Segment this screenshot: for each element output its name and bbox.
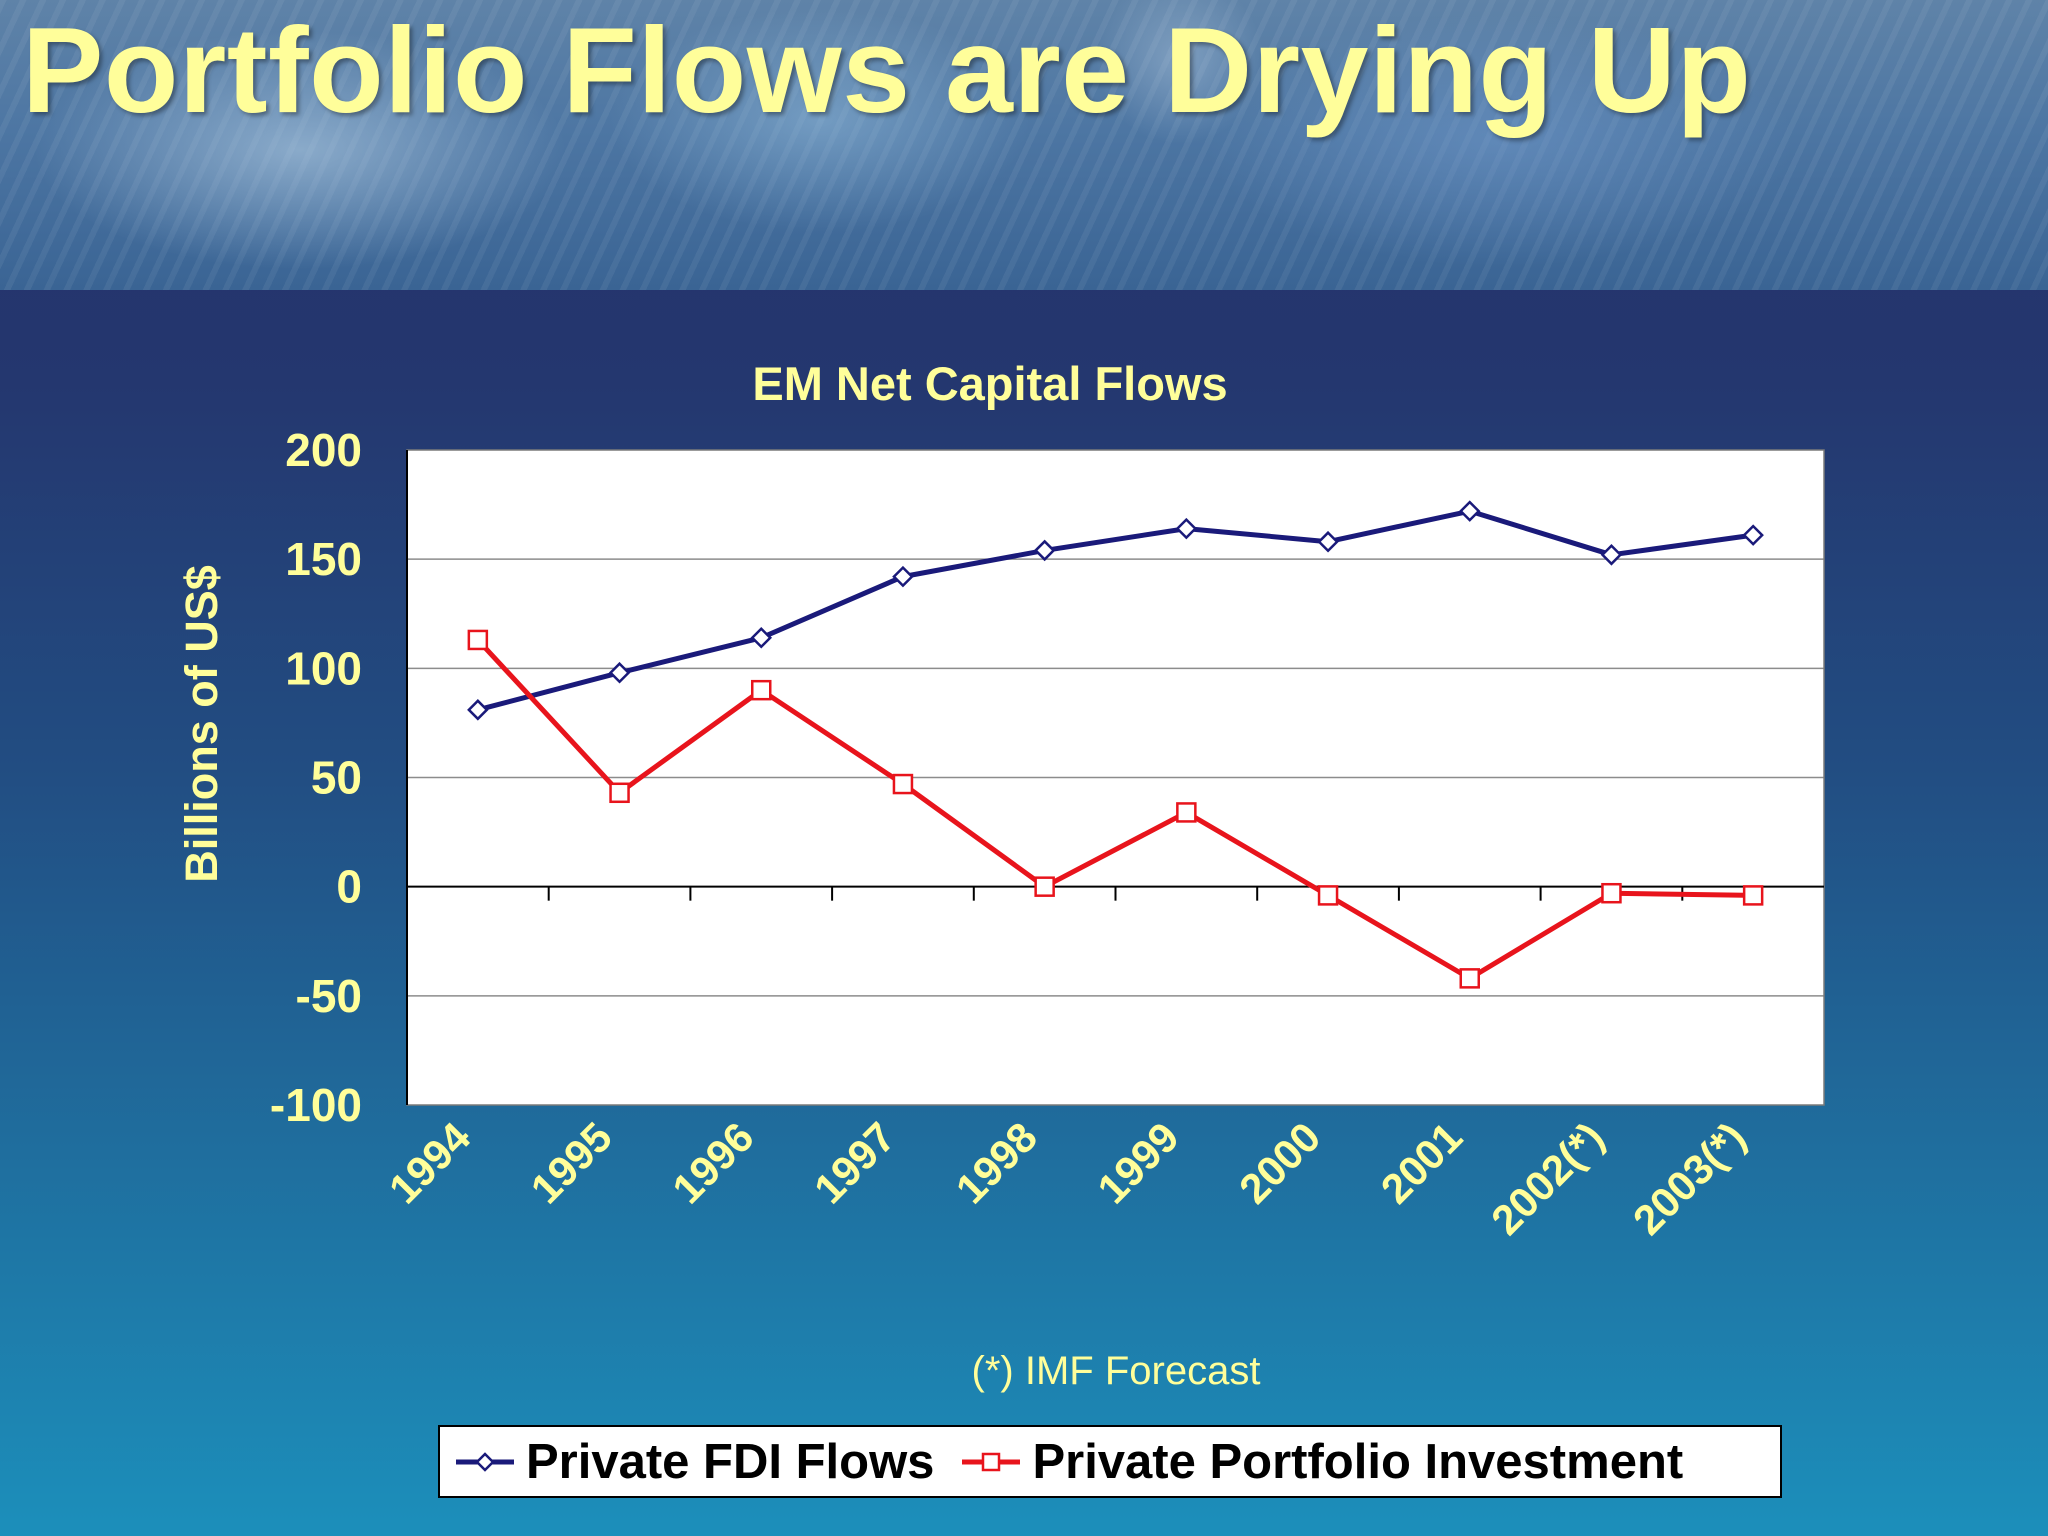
fdi-data-point (1175, 517, 1198, 540)
y-tick-label: 200 (285, 424, 362, 476)
fdi-data-point (1600, 544, 1623, 566)
fdi-data-point (750, 626, 773, 649)
portfolio-data-point (609, 782, 630, 804)
portfolio-data-point (751, 679, 772, 701)
portfolio-data-point (1034, 876, 1055, 897)
y-tick-labels: 200 150 100 50 0 -50 -100 (270, 424, 362, 1131)
chart-legend: Private FDI Flows Private Portfolio Inve… (438, 1425, 1782, 1498)
y-tick-label: -100 (270, 1079, 362, 1131)
y-tick-label: 150 (285, 533, 362, 585)
portfolio-data-point (892, 773, 914, 795)
portfolio-data-point (1601, 882, 1622, 904)
series-lines (467, 500, 1764, 989)
diamond-marker-icon (456, 1451, 514, 1472)
axes (406, 449, 1825, 1106)
y-axis-label: Billions of US$ (176, 565, 227, 883)
x-tick-label: 2000 (1230, 1113, 1329, 1212)
x-tick-label: 2001 (1372, 1113, 1471, 1212)
x-tick-label: 1998 (947, 1113, 1046, 1212)
fdi-data-point (608, 661, 631, 684)
legend-item-fdi: Private FDI Flows (454, 1434, 934, 1490)
x-tick-label: 1994 (380, 1113, 480, 1213)
fdi-data-point (467, 699, 489, 721)
x-tick-label: 1995 (522, 1113, 621, 1212)
slide-title: Portfolio Flows are Drying Up (22, 2, 1752, 138)
x-tick-label: 2002(*) (1482, 1113, 1613, 1244)
portfolio-data-point (1176, 802, 1197, 823)
portfolio-data-point (1459, 968, 1480, 989)
y-tick-label: 100 (285, 642, 362, 694)
header-banner-image (0, 0, 2048, 290)
legend-item-portfolio: Private Portfolio Investment (960, 1434, 1683, 1490)
portfolio-data-point (467, 629, 489, 651)
x-tick-label: 1996 (663, 1113, 762, 1212)
x-tick-label: 1997 (805, 1113, 904, 1212)
portfolio-data-point (1317, 885, 1339, 906)
x-tick-label: 2003(*) (1624, 1113, 1755, 1244)
fdi-series-line (477, 508, 1754, 713)
fdi-data-point (1033, 539, 1056, 562)
legend-label-fdi: Private FDI Flows (526, 1434, 935, 1489)
x-tick-label: 1999 (1088, 1113, 1187, 1212)
fdi-data-point (1742, 524, 1764, 546)
fdi-data-point (1458, 500, 1481, 522)
square-marker-icon (962, 1452, 1021, 1471)
fdi-data-point (892, 565, 914, 588)
fdi-data-point (1317, 530, 1339, 553)
y-tick-label: 50 (311, 752, 362, 804)
forecast-footnote: (*) IMF Forecast (972, 1349, 1261, 1393)
y-tick-label: 0 (336, 861, 362, 913)
x-tick-labels: 1994 1995 1996 1997 1998 1999 2000 2001 2002(*) 2… (380, 1113, 1755, 1244)
legend-label-portfolio: Private Portfolio Investment (1032, 1434, 1684, 1489)
portfolio-data-point (1742, 885, 1764, 906)
portfolio-series-line (476, 638, 1754, 981)
y-tick-label: -50 (296, 970, 362, 1022)
chart-title: EM Net Capital Flows (752, 357, 1227, 410)
